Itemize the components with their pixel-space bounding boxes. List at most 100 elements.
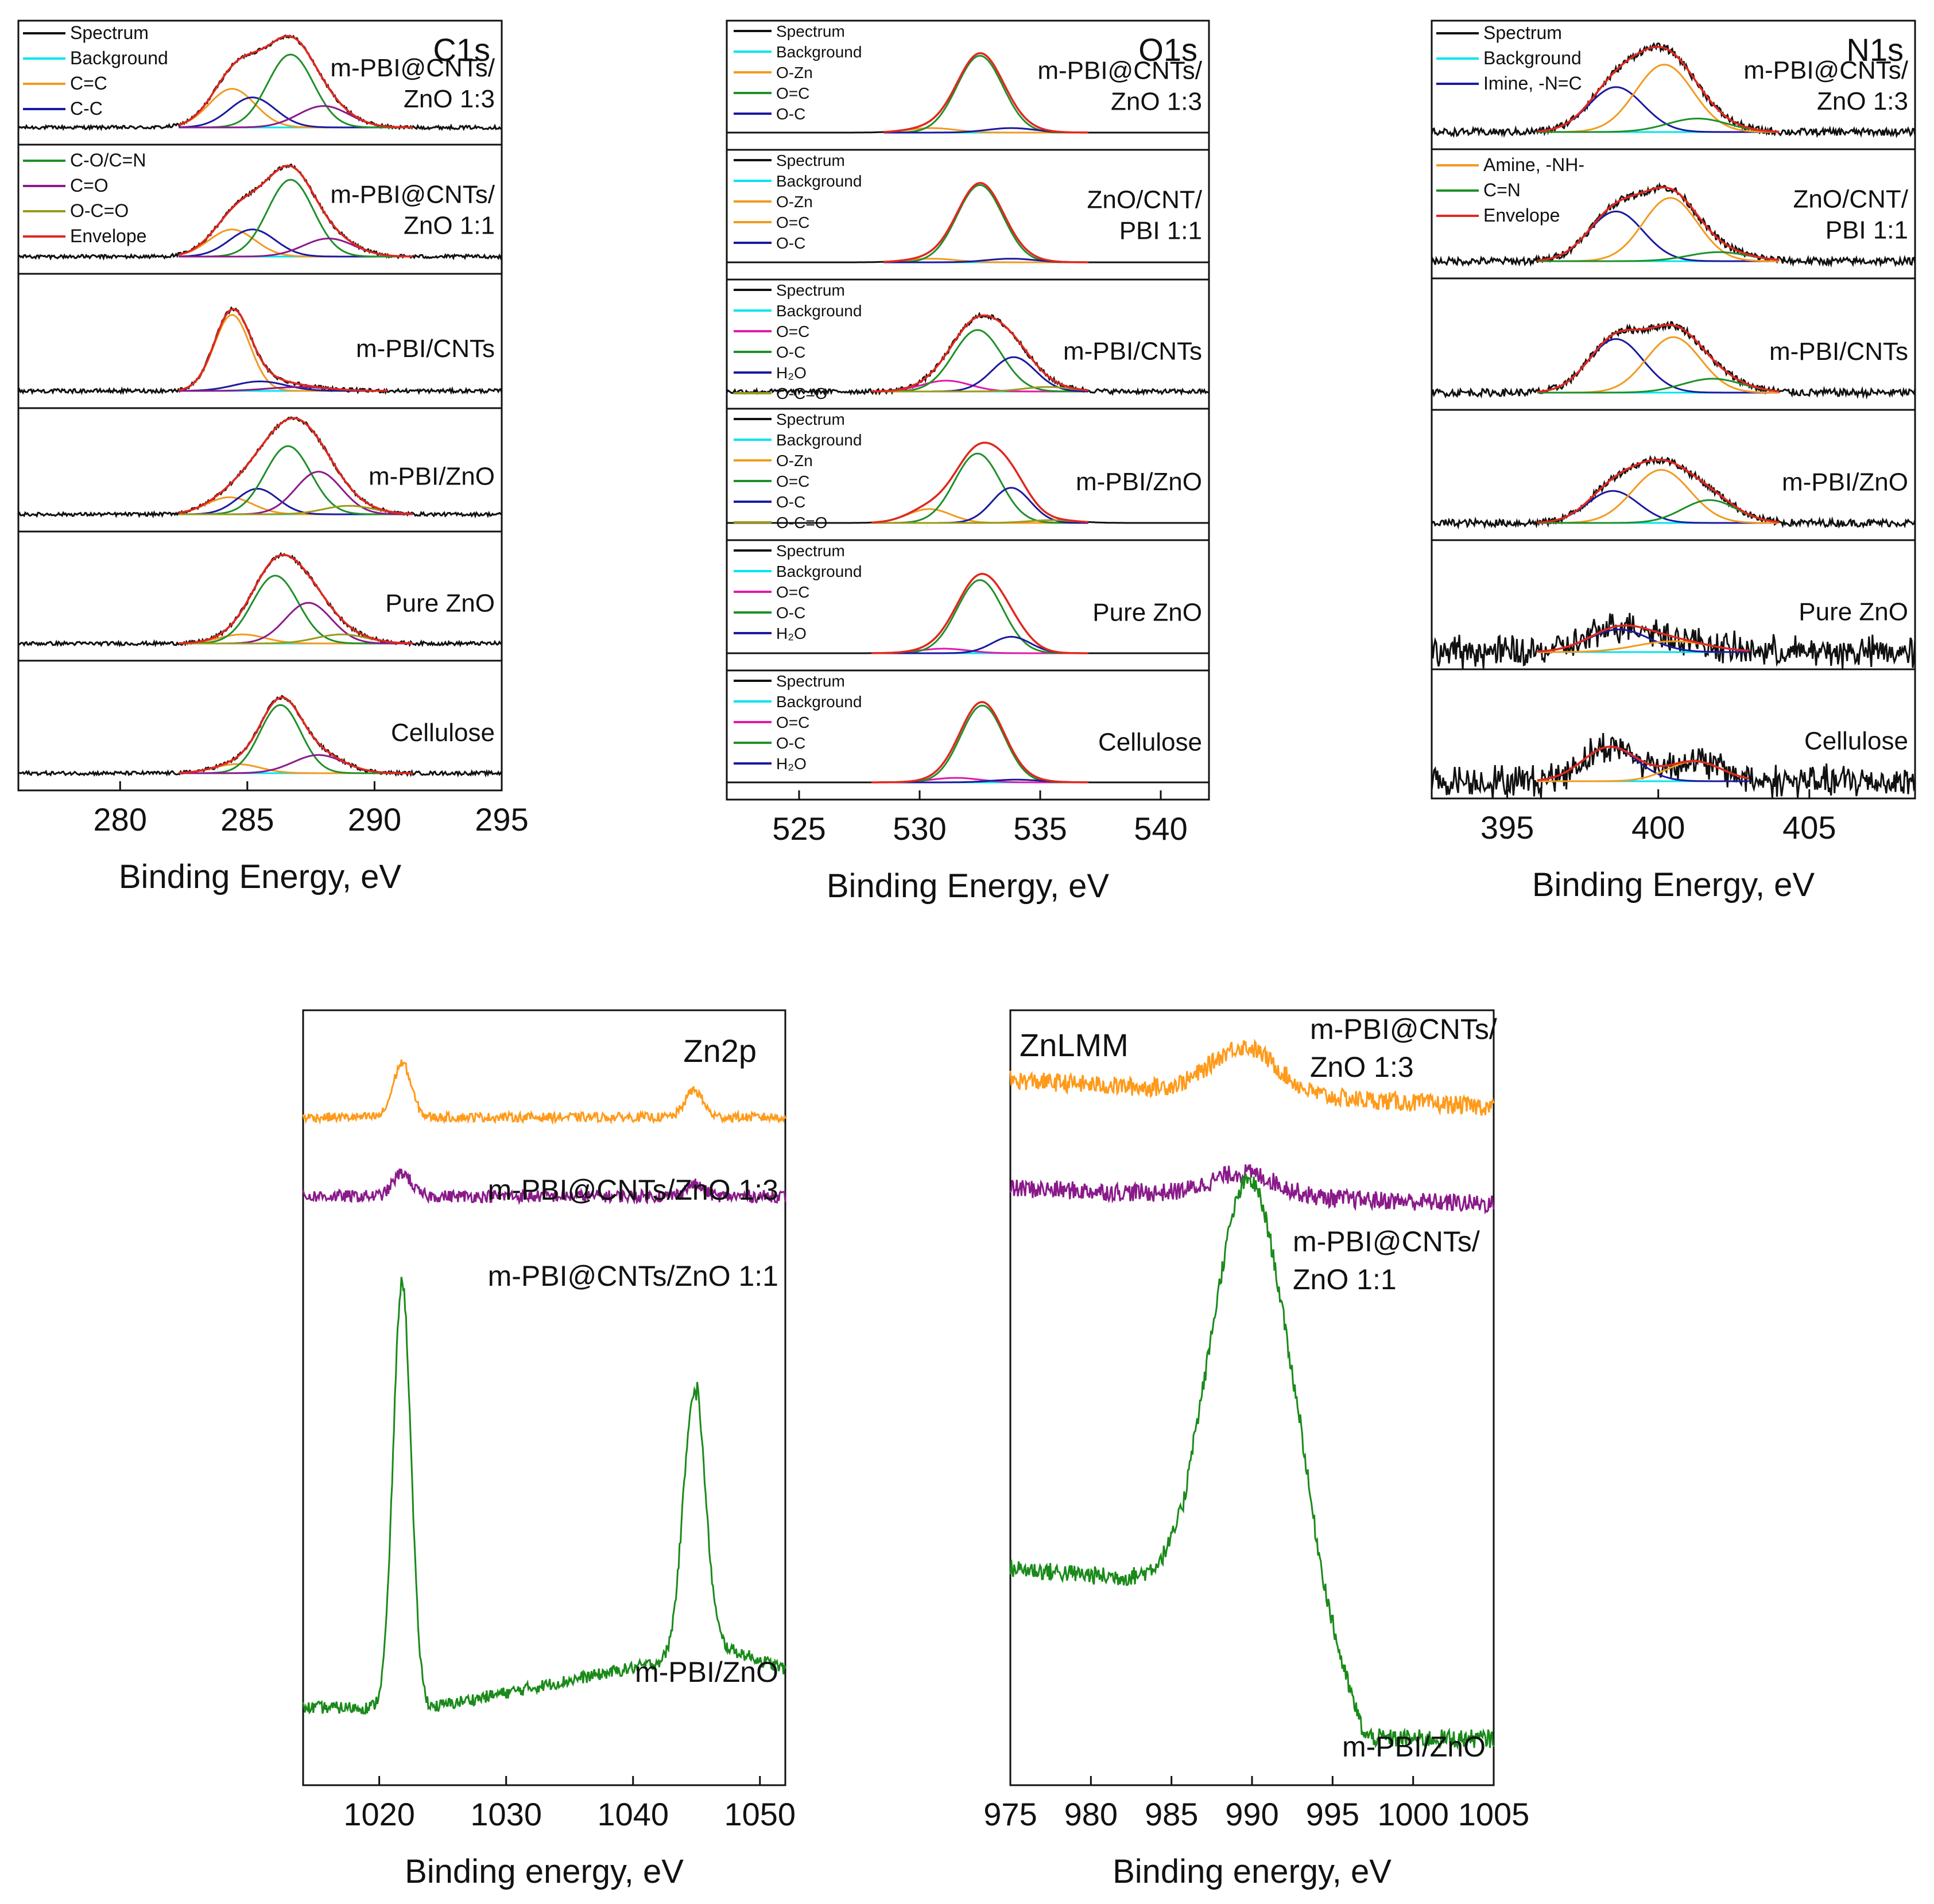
n1s-panel: m-PBI@CNTs/ZnO 1:3 — [1431, 20, 1916, 150]
sample-label: m-PBI@CNTs/ — [330, 180, 495, 208]
o1s-panel: m-PBI/ZnO Spectrum Background O-Zn O=C O-C O-C… — [726, 408, 1210, 541]
znlmm-title: ZnLMM — [1020, 1027, 1129, 1063]
c1s-component-olive — [179, 505, 413, 515]
legend-label: O=C — [776, 472, 809, 490]
sample-label: ZnO/CNT/ — [1087, 186, 1203, 214]
legend-label: Background — [776, 302, 862, 320]
c1s-envelope-line — [178, 308, 387, 392]
legend-label: O-C — [776, 105, 805, 123]
znlmm-frame — [1009, 1009, 1495, 1786]
zn2p-series-line — [302, 1168, 786, 1205]
c1s-title: C1s — [433, 32, 490, 68]
c1s-chart: m-PBI@CNTs/ZnO 1:3m-PBI@CNTs/ZnO 1:1m-PB… — [17, 20, 529, 895]
x-tick-label: 540 — [1134, 811, 1187, 847]
sample-label: m-PBI/ZnO — [1782, 468, 1908, 497]
sample-label: ZnO 1:3 — [1111, 87, 1202, 115]
n1s-envelope-line — [1537, 624, 1749, 653]
sample-label: m-PBI@CNTs/ — [1037, 56, 1202, 84]
legend-label: O-C — [776, 234, 805, 252]
o1s-panel: Pure ZnO Spectrum Background O=C O-C H₂O — [726, 539, 1210, 672]
legend-label: O-C=O — [776, 385, 827, 402]
o1s-panel-frame — [726, 669, 1210, 801]
legend-label: Background — [776, 43, 862, 61]
c1s-panel: m-PBI/ZnO — [17, 407, 503, 533]
o1s-component-olive — [871, 519, 1089, 524]
legend-label: H₂O — [776, 625, 807, 642]
x-tick-label: 530 — [893, 811, 946, 847]
legend-label: Envelope — [70, 226, 146, 246]
x-axis-label: Binding energy, eV — [1113, 1853, 1392, 1890]
zn2p-frame — [302, 1009, 786, 1786]
n1s-envelope-line — [1537, 458, 1780, 524]
o1s-panel: m-PBI@CNTs/ZnO 1:3 Spectrum Background O-Zn… — [726, 20, 1210, 151]
x-tick-label: 985 — [1145, 1796, 1198, 1832]
n1s-component-green — [1537, 118, 1780, 133]
legend-label: Background — [776, 431, 862, 449]
znlmm-series-line — [1009, 1038, 1495, 1116]
x-tick-label: 980 — [1064, 1796, 1118, 1832]
legend-label: O=C — [776, 323, 809, 340]
sample-label: Cellulose — [1098, 728, 1202, 757]
legend-label: Spectrum — [776, 672, 845, 690]
series-label: m-PBI@CNTs/ — [1293, 1226, 1480, 1258]
sample-label: m-PBI/CNTs — [1063, 338, 1202, 366]
x-tick-label: 400 — [1631, 809, 1685, 846]
o1s-envelope-line — [883, 52, 1089, 134]
sample-label: m-PBI/ZnO — [1076, 468, 1202, 496]
legend-label: O-Zn — [776, 452, 813, 470]
x-axis-label: Binding Energy, eV — [119, 858, 402, 895]
c1s-component-green — [179, 704, 413, 774]
legend-label: Spectrum — [776, 22, 845, 40]
legend-label: Amine, -NH- — [1483, 154, 1584, 175]
legend-label: Imine, -N=C — [1483, 73, 1582, 94]
zn2p-title: Zn2p — [683, 1033, 757, 1069]
zn2p-series-line — [302, 1059, 786, 1126]
znlmm-chart: ZnLMM m-PBI@CNTs/ZnO 1:3 m-PBI@CNTs/ZnO 1:… — [983, 1009, 1529, 1890]
c1s-component-purple — [179, 754, 413, 774]
legend-label: Background — [776, 563, 862, 580]
sample-label: PBI 1:1 — [1119, 217, 1202, 245]
series-label: ZnO 1:1 — [1293, 1263, 1397, 1296]
legend-label: C-O/C=N — [70, 150, 146, 170]
n1s-panel: m-PBI/CNTs — [1431, 277, 1916, 411]
o1s-envelope-line — [871, 314, 1089, 393]
x-tick-label: 405 — [1782, 809, 1836, 846]
legend-label: Spectrum — [776, 152, 845, 169]
x-tick-label: 990 — [1225, 1796, 1278, 1832]
sample-label: m-PBI/CNTs — [1769, 338, 1908, 366]
x-tick-label: 290 — [348, 801, 401, 837]
o1s-title: O1s — [1138, 32, 1197, 68]
x-tick-label: 285 — [220, 801, 274, 837]
sample-label: Cellulose — [1804, 727, 1908, 755]
sample-label: PBI 1:1 — [1826, 216, 1908, 244]
c1s-panel: Pure ZnO — [17, 530, 503, 662]
o1s-panel: m-PBI/CNTs Spectrum Background O=C O-C H₂O O-C… — [726, 278, 1210, 410]
legend-label: Background — [776, 172, 862, 190]
sample-label: Pure ZnO — [1799, 598, 1908, 626]
sample-label: ZnO 1:3 — [1817, 87, 1908, 115]
znlmm-series-line — [1009, 1173, 1495, 1750]
o1s-envelope-line — [871, 572, 1088, 654]
c1s-envelope-line — [178, 417, 413, 515]
x-tick-label: 295 — [475, 801, 528, 837]
n1s-panel-frame — [1431, 668, 1916, 800]
n1s-envelope-line — [1537, 45, 1780, 133]
n1s-panel: Cellulose — [1431, 668, 1916, 800]
zn2p-series-line — [302, 1277, 786, 1715]
legend-label: H₂O — [776, 364, 807, 382]
o1s-component-green — [871, 704, 1088, 784]
legend-label: Spectrum — [776, 410, 845, 428]
c1s-panel: Cellulose — [17, 660, 503, 792]
legend-label: O-C — [776, 493, 805, 511]
x-tick-label: 1050 — [724, 1796, 796, 1832]
legend-label: O-C — [776, 734, 805, 752]
n1s-spectrum-line — [1431, 42, 1916, 138]
sample-label: m-PBI@CNTs/ — [330, 54, 495, 82]
x-tick-label: 1040 — [597, 1796, 669, 1832]
series-label: m-PBI@CNTs/ — [1310, 1013, 1497, 1045]
legend-label: O=C — [776, 84, 809, 102]
c1s-envelope-line — [179, 696, 413, 774]
series-label: m-PBI/ZnO — [1342, 1731, 1486, 1763]
n1s-envelope-line — [1537, 746, 1749, 782]
